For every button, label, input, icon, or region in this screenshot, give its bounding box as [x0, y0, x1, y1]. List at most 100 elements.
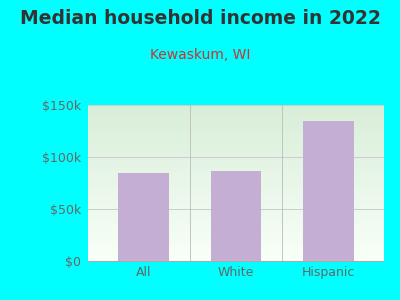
- Bar: [88, 121, 384, 122]
- Bar: [88, 161, 384, 162]
- Bar: [88, 129, 384, 130]
- Bar: [88, 133, 384, 134]
- Bar: [88, 247, 384, 248]
- Bar: [88, 131, 384, 132]
- Bar: [88, 117, 384, 118]
- Bar: [88, 150, 384, 151]
- Bar: [88, 255, 384, 256]
- Bar: [88, 238, 384, 239]
- Bar: [88, 201, 384, 202]
- Bar: [88, 185, 384, 186]
- Bar: [88, 202, 384, 203]
- Bar: [88, 169, 384, 170]
- Bar: [88, 251, 384, 252]
- Bar: [88, 168, 384, 169]
- Bar: [88, 106, 384, 107]
- Bar: [88, 186, 384, 187]
- Bar: [88, 221, 384, 222]
- Bar: [88, 160, 384, 161]
- Bar: [88, 210, 384, 211]
- Bar: [88, 224, 384, 225]
- Bar: [88, 138, 384, 139]
- Bar: [88, 188, 384, 189]
- Bar: [88, 157, 384, 158]
- Bar: [88, 112, 384, 113]
- Bar: [88, 126, 384, 127]
- Bar: [88, 203, 384, 204]
- Bar: [88, 143, 384, 144]
- Bar: [88, 118, 384, 119]
- Bar: [88, 218, 384, 219]
- Bar: [88, 198, 384, 199]
- Bar: [88, 113, 384, 114]
- Bar: [88, 207, 384, 208]
- Bar: [88, 179, 384, 180]
- Bar: [88, 236, 384, 237]
- Bar: [88, 245, 384, 246]
- Bar: [88, 243, 384, 244]
- Bar: [88, 165, 384, 166]
- Bar: [88, 107, 384, 108]
- Bar: [88, 167, 384, 168]
- Bar: [88, 170, 384, 171]
- Bar: [88, 181, 384, 182]
- Bar: [88, 232, 384, 233]
- Bar: [88, 149, 384, 150]
- Bar: [88, 158, 384, 159]
- Bar: [88, 220, 384, 221]
- Bar: [88, 173, 384, 174]
- Bar: [88, 214, 384, 215]
- Bar: [88, 253, 384, 254]
- Bar: [88, 139, 384, 140]
- Bar: [88, 216, 384, 217]
- Bar: [88, 116, 384, 117]
- Bar: [88, 177, 384, 178]
- Bar: [88, 202, 384, 203]
- Bar: [88, 162, 384, 163]
- Bar: [88, 197, 384, 198]
- Bar: [88, 136, 384, 137]
- Bar: [118, 172, 169, 261]
- Bar: [88, 132, 384, 133]
- Bar: [88, 205, 384, 206]
- Bar: [88, 153, 384, 154]
- Bar: [88, 227, 384, 228]
- Bar: [88, 193, 384, 194]
- Bar: [88, 105, 384, 106]
- Bar: [88, 231, 384, 232]
- Bar: [88, 178, 384, 179]
- Bar: [88, 171, 384, 172]
- Bar: [88, 219, 384, 220]
- Bar: [88, 199, 384, 200]
- Bar: [88, 249, 384, 250]
- Bar: [88, 215, 384, 216]
- Bar: [88, 184, 384, 185]
- Bar: [88, 109, 384, 110]
- Bar: [88, 191, 384, 192]
- Bar: [88, 233, 384, 234]
- Bar: [88, 257, 384, 258]
- Bar: [88, 206, 384, 207]
- Bar: [88, 248, 384, 249]
- Bar: [88, 155, 384, 156]
- Bar: [88, 111, 384, 112]
- Bar: [88, 240, 384, 241]
- Bar: [88, 213, 384, 214]
- Bar: [88, 211, 384, 212]
- Bar: [88, 124, 384, 125]
- Bar: [88, 142, 384, 143]
- Bar: [88, 144, 384, 145]
- Bar: [88, 246, 384, 247]
- Bar: [88, 189, 384, 190]
- Bar: [88, 141, 384, 142]
- Bar: [88, 258, 384, 259]
- Bar: [88, 194, 384, 195]
- Bar: [88, 120, 384, 121]
- Bar: [88, 209, 384, 210]
- Bar: [88, 108, 384, 109]
- Bar: [88, 140, 384, 141]
- Bar: [88, 182, 384, 183]
- Bar: [88, 134, 384, 135]
- Bar: [88, 145, 384, 146]
- Bar: [88, 183, 384, 184]
